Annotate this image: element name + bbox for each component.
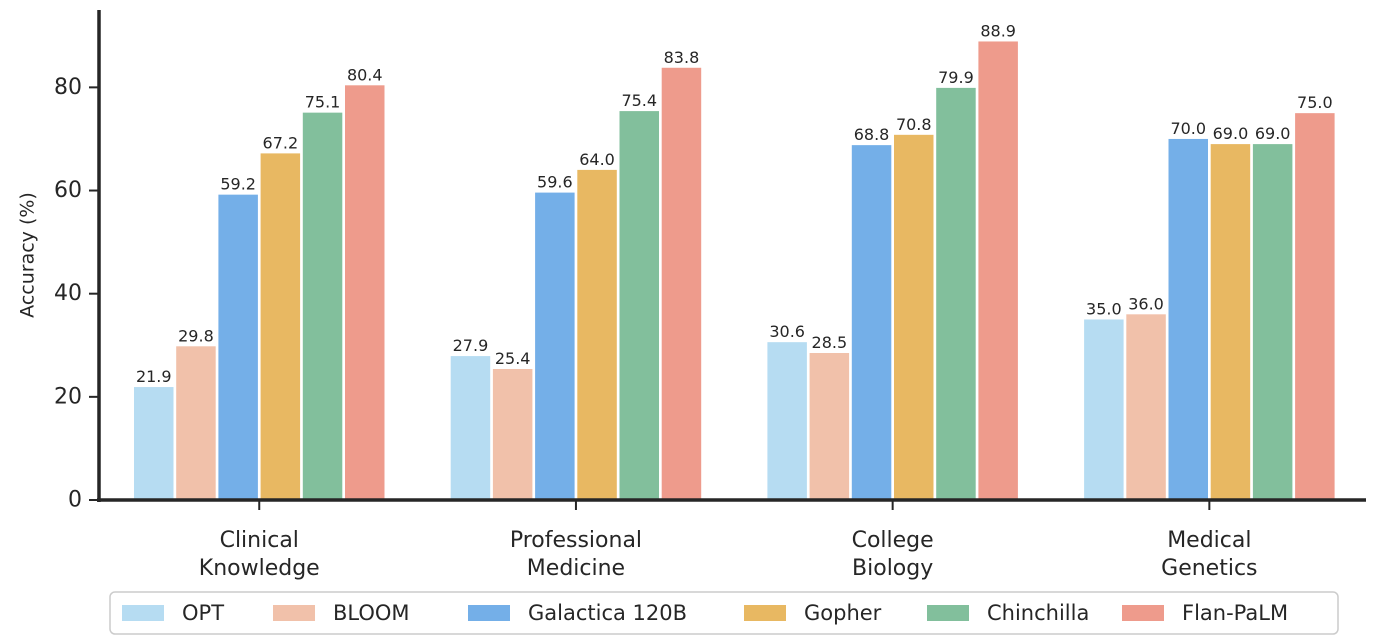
x-tick-label: Medicine <box>527 556 625 581</box>
bar-bloom-1 <box>492 368 533 500</box>
bar-galactica-120b-2 <box>851 145 892 500</box>
bar-bloom-3 <box>1126 314 1166 500</box>
bars-layer <box>134 41 1335 501</box>
bar-value-label: 59.6 <box>537 173 573 192</box>
bar-value-label: 21.9 <box>136 367 172 386</box>
bar-opt-3 <box>1084 319 1124 500</box>
bar-value-label: 75.4 <box>621 91 657 110</box>
legend-label: BLOOM <box>333 601 410 625</box>
bar-value-label: 67.2 <box>263 133 299 152</box>
axes-layer <box>97 10 1366 502</box>
bar-value-label: 28.5 <box>812 333 848 352</box>
legend-label: Flan-PaLM <box>1182 601 1288 625</box>
bar-chinchilla-3 <box>1252 144 1293 500</box>
bar-galactica-120b-3 <box>1168 138 1208 500</box>
legend-swatch <box>273 605 315 621</box>
bar-opt-1 <box>450 356 491 500</box>
x-tick-label: Medical <box>1167 528 1251 553</box>
bar-opt-0 <box>134 387 174 500</box>
bar-value-label: 68.8 <box>854 125 890 144</box>
legend-swatch <box>122 605 164 621</box>
bar-bloom-2 <box>809 353 850 500</box>
x-tick-label: Knowledge <box>199 556 320 581</box>
bar-value-label: 59.2 <box>220 175 256 194</box>
y-tick-label: 60 <box>54 178 82 203</box>
legend-label: OPT <box>182 601 224 625</box>
y-ticks: 0 20 40 60 80 <box>54 75 99 513</box>
bar-flan-palm-1 <box>661 67 702 500</box>
y-axis-label: Accuracy (%) <box>17 192 39 318</box>
legend-label: Galactica 120B <box>528 601 687 625</box>
bar-value-label: 83.8 <box>664 48 700 67</box>
bar-value-label: 75.1 <box>305 93 341 112</box>
value-labels-layer: 21.9 29.8 59.2 67.2 75.1 80.4 27.9 25.4 59.6 64.0… <box>136 21 1333 386</box>
bar-value-label: 27.9 <box>453 336 489 355</box>
x-tick-label: Clinical <box>220 528 299 553</box>
bar-value-label: 35.0 <box>1086 299 1122 318</box>
y-tick-label: 80 <box>54 75 82 100</box>
bar-value-label: 25.4 <box>495 349 531 368</box>
bar-value-label: 29.8 <box>178 326 214 345</box>
x-tick-label: Biology <box>852 556 933 581</box>
bar-value-label: 64.0 <box>579 150 615 169</box>
bar-chinchilla-2 <box>936 87 976 500</box>
bar-value-label: 69.0 <box>1255 124 1291 143</box>
bar-galactica-120b-0 <box>218 194 258 500</box>
bar-opt-2 <box>767 342 807 500</box>
bar-flan-palm-3 <box>1295 113 1335 500</box>
x-tick-label: Genetics <box>1161 556 1257 581</box>
bar-gopher-3 <box>1210 144 1251 500</box>
bar-galactica-120b-1 <box>535 192 575 500</box>
y-tick-label: 0 <box>68 488 82 513</box>
bar-value-label: 80.4 <box>347 65 383 84</box>
legend-swatch <box>468 605 510 621</box>
bar-gopher-0 <box>260 153 301 501</box>
bar-value-label: 75.0 <box>1297 93 1333 112</box>
bar-value-label: 88.9 <box>980 21 1016 40</box>
x-tick-label: College <box>852 528 934 553</box>
x-ticks: Clinical Knowledge Professional Medicine Col… <box>199 500 1258 581</box>
legend: OPT BLOOM Galactica 120B Gopher Chinchilla Fl… <box>109 591 1339 635</box>
bar-flan-palm-2 <box>978 41 1018 500</box>
y-tick-label: 20 <box>54 384 82 409</box>
legend-frame <box>109 591 1339 635</box>
bar-value-label: 79.9 <box>938 68 974 87</box>
y-tick-label: 40 <box>54 281 82 306</box>
bar-gopher-1 <box>577 169 617 501</box>
legend-swatch <box>744 605 786 621</box>
bar-flan-palm-0 <box>345 85 385 500</box>
bar-value-label: 70.8 <box>896 115 932 134</box>
bar-value-label: 70.0 <box>1170 119 1206 138</box>
legend-swatch <box>1122 605 1164 621</box>
bar-gopher-2 <box>894 134 934 501</box>
legend-label: Gopher <box>804 601 882 625</box>
bar-value-label: 69.0 <box>1213 124 1249 143</box>
legend-swatch <box>927 605 969 621</box>
bar-value-label: 36.0 <box>1128 294 1164 313</box>
x-tick-label: Professional <box>510 528 642 553</box>
bar-bloom-0 <box>176 346 216 500</box>
bar-value-label: 30.6 <box>769 322 805 341</box>
legend-label: Chinchilla <box>987 601 1089 625</box>
bar-chinchilla-1 <box>619 111 659 501</box>
bar-chinchilla-0 <box>302 112 343 501</box>
